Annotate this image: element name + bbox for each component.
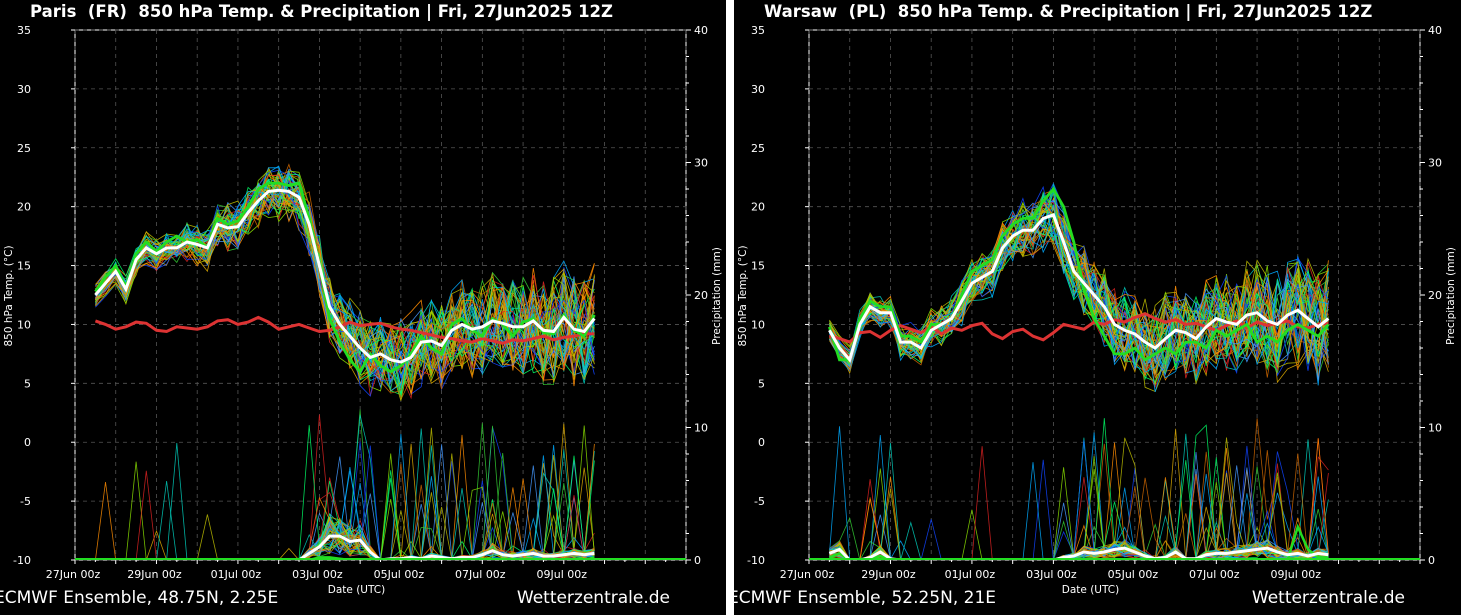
- precip-member-line: [95, 533, 595, 560]
- x-tick-label: 09Jul 00z: [1271, 568, 1322, 581]
- panel-warsaw: Warsaw (PL) 850 hPa Temp. & Precipitatio…: [728, 0, 1461, 615]
- y-axis-label: 850 hPa Temp. (°C): [737, 245, 749, 346]
- chart-title: Paris (FR) 850 hPa Temp. & Precipitation…: [30, 2, 613, 21]
- y-axis-label: 850 hPa Temp. (°C): [3, 245, 15, 346]
- mean-precip-line: [828, 546, 1329, 560]
- source-label: Wetterzentrale.de: [1251, 588, 1405, 608]
- temp-member-line: [829, 190, 1329, 367]
- x-tick-label: 05Jul 00z: [374, 568, 425, 581]
- chart-plot-paris: 35 30 25 20 15 10 5 0 -5 -10 40 30 20 10 0 27Jun 00z 29J…: [3, 24, 723, 596]
- precip-member-line: [829, 440, 1329, 560]
- y-tick-label: 0: [758, 436, 765, 449]
- y-tick-label: 10: [17, 318, 31, 331]
- control-run-line: [828, 186, 1330, 362]
- y-tick-label: 20: [751, 201, 765, 214]
- x-tick-label: 01Jul 00z: [211, 568, 262, 581]
- y2-axis-label: Precipitation (mm): [1445, 247, 1457, 345]
- y2-tick-label: 40: [694, 24, 708, 37]
- y-tick-label: 15: [751, 260, 765, 273]
- y-tick-label: 5: [758, 377, 765, 390]
- x-tick-label: 29Jun 00z: [127, 568, 182, 581]
- chart-title: Warsaw (PL) 850 hPa Temp. & Precipitatio…: [764, 2, 1373, 21]
- y-tick-label: 25: [751, 142, 765, 155]
- y-tick-label: 30: [751, 83, 765, 96]
- temp-member-line: [95, 171, 595, 377]
- x-tick-label: 01Jul 00z: [945, 568, 996, 581]
- x-axis-label: Date (UTC): [328, 584, 385, 596]
- temp-member-line: [829, 205, 1329, 381]
- y2-tick-label: 20: [1428, 289, 1442, 302]
- chart-plot-warsaw: 35 30 25 20 15 10 5 0 -5 -10 40 30 20 10 0 27Jun 00z 29J…: [737, 24, 1457, 596]
- panel-paris: Paris (FR) 850 hPa Temp. & Precipitation…: [0, 0, 726, 615]
- precip-member-line: [95, 481, 595, 560]
- ensemble-mean-line: [828, 213, 1330, 363]
- model-location-label: ECMWF Ensemble, 52.25N, 21E: [728, 588, 997, 608]
- y-tick-label: 35: [17, 24, 31, 37]
- x-tick-label: 07Jul 00z: [1189, 568, 1240, 581]
- temp-member-line: [95, 180, 595, 388]
- x-tick-label: 27Jun 00z: [46, 568, 101, 581]
- y2-tick-label: 10: [694, 422, 708, 435]
- y-tick-label: 30: [17, 83, 31, 96]
- temp-member-line: [95, 168, 595, 381]
- x-tick-label: 07Jul 00z: [455, 568, 506, 581]
- y-tick-label: 15: [17, 260, 31, 273]
- plot-area: [74, 29, 687, 561]
- y2-tick-label: 0: [1428, 554, 1435, 567]
- y2-axis-label: Precipitation (mm): [711, 247, 723, 345]
- x-tick-label: 29Jun 00z: [861, 568, 916, 581]
- ensemble-mean-line: [94, 188, 596, 364]
- x-axis-label: Date (UTC): [1062, 584, 1119, 596]
- y2-tick-label: 10: [1428, 422, 1442, 435]
- x-tick-label: 05Jul 00z: [1108, 568, 1159, 581]
- y-tick-label: 10: [751, 318, 765, 331]
- y2-tick-label: 0: [694, 554, 701, 567]
- y-tick-label: 35: [751, 24, 765, 37]
- precip-member-line: [829, 506, 1329, 560]
- x-tick-label: 03Jul 00z: [1026, 568, 1077, 581]
- y-tick-label: 20: [17, 201, 31, 214]
- precip-member-line: [95, 506, 595, 560]
- y-tick-label: 25: [17, 142, 31, 155]
- y2-tick-label: 30: [694, 157, 708, 170]
- panel-divider: [726, 0, 734, 615]
- y-tick-label: 0: [24, 436, 31, 449]
- precip-member-line: [829, 437, 1329, 560]
- y-tick-label: -10: [13, 554, 31, 567]
- y-tick-label: -5: [754, 495, 765, 508]
- y-tick-label: -10: [747, 554, 765, 567]
- y2-tick-label: 20: [694, 289, 708, 302]
- temp-member-line: [829, 208, 1329, 385]
- y-tick-label: 5: [24, 377, 31, 390]
- temp-member-line: [829, 219, 1329, 378]
- climatology-line: [94, 315, 595, 345]
- y2-tick-label: 40: [1428, 24, 1442, 37]
- x-tick-label: 09Jul 00z: [537, 568, 588, 581]
- control-run-line: [94, 181, 596, 375]
- y2-tick-label: 30: [1428, 157, 1442, 170]
- source-label: Wetterzentrale.de: [516, 588, 670, 608]
- mean-precip-line: [95, 534, 595, 560]
- precip-member-line: [829, 455, 1329, 560]
- x-tick-label: 03Jul 00z: [292, 568, 343, 581]
- x-tick-label: 27Jun 00z: [780, 568, 835, 581]
- model-location-label: ECMWF Ensemble, 48.75N, 2.25E: [0, 588, 279, 608]
- y-tick-label: -5: [20, 495, 31, 508]
- precip-member-line: [95, 453, 595, 560]
